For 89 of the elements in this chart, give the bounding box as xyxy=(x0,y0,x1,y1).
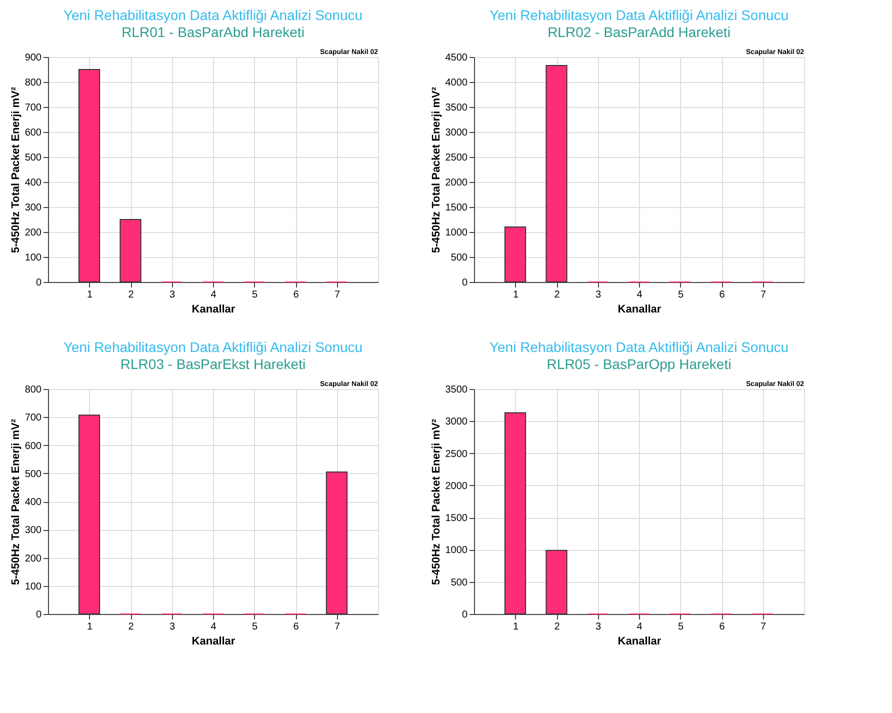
y-tick-label: 4000 xyxy=(445,78,468,88)
x-tick-label: 3 xyxy=(169,622,176,632)
y-tick-label: 200 xyxy=(24,228,42,238)
bar xyxy=(546,550,568,614)
y-tick-label: 300 xyxy=(24,202,42,214)
y-tick-label: 0 xyxy=(462,278,468,288)
y-axis-title: 5-450Hz Total Packet Enerji mV² xyxy=(430,418,442,586)
x-tick-label: 5 xyxy=(252,622,258,632)
y-tick-label: 0 xyxy=(36,278,42,288)
chart-subtitle: RLR01 - BasParAbd Hareketi xyxy=(122,24,304,40)
bar xyxy=(120,219,142,282)
x-tick-label: 6 xyxy=(719,290,726,300)
y-tick-label: 3000 xyxy=(445,128,468,138)
y-tick-label: 600 xyxy=(24,440,42,452)
y-tick-label: 500 xyxy=(450,577,468,588)
x-tick-label: 6 xyxy=(293,622,300,632)
y-tick-label: 2000 xyxy=(445,178,468,188)
y-tick-label: 1000 xyxy=(445,228,468,238)
bar xyxy=(504,226,526,282)
x-tick-label: 4 xyxy=(210,290,217,300)
y-tick-label: 1500 xyxy=(445,513,468,524)
x-tick-label: 4 xyxy=(636,290,643,300)
y-tick-label: 3500 xyxy=(445,384,468,396)
chart-title: Yeni Rehabilitasyon Data Aktifliği Analizi Sonucu xyxy=(63,339,363,355)
y-tick-label: 400 xyxy=(24,497,42,508)
y-tick-label: 100 xyxy=(24,252,42,264)
y-tick-label: 700 xyxy=(24,102,42,114)
y-tick-label: 2000 xyxy=(445,480,468,492)
x-tick-label: 2 xyxy=(128,622,134,632)
chart-title: Yeni Rehabilitasyon Data Aktifliği Analizi Sonucu xyxy=(63,7,363,23)
chart-subtitle: RLR02 - BasParAdd Hareketi xyxy=(548,24,730,40)
x-tick-label: 3 xyxy=(169,290,176,300)
bar xyxy=(326,471,348,614)
x-tick-label: 1 xyxy=(512,622,519,632)
x-axis-title: Kanallar xyxy=(192,304,236,316)
y-tick-label: 2500 xyxy=(445,152,468,164)
x-axis-title: Kanallar xyxy=(192,636,236,648)
bar xyxy=(546,65,568,282)
x-tick-label: 4 xyxy=(210,622,217,632)
x-tick-label: 6 xyxy=(719,622,726,632)
y-tick-label: 1500 xyxy=(445,202,468,214)
x-axis-title: Kanallar xyxy=(618,304,662,316)
y-tick-label: 1000 xyxy=(445,545,468,556)
y-tick-label: 800 xyxy=(24,384,42,396)
y-tick-label: 600 xyxy=(24,128,42,138)
x-tick-label: 1 xyxy=(86,290,93,300)
y-axis-title: 5-450Hz Total Packet Enerji mV² xyxy=(10,86,22,254)
x-axis-title: Kanallar xyxy=(618,636,662,648)
y-tick-label: 300 xyxy=(24,525,42,536)
y-tick-label: 3500 xyxy=(445,102,468,114)
x-tick-label: 7 xyxy=(760,290,766,300)
x-tick-label: 4 xyxy=(636,622,643,632)
x-tick-label: 1 xyxy=(512,290,519,300)
chart-subtitle: RLR03 - BasParEkst Hareketi xyxy=(120,356,306,372)
chart-title: Yeni Rehabilitasyon Data Aktifliği Analizi Sonucu xyxy=(489,339,789,355)
y-tick-label: 200 xyxy=(24,553,42,564)
bar xyxy=(78,69,100,282)
y-tick-label: 500 xyxy=(24,152,42,164)
y-axis-title: 5-450Hz Total Packet Enerji mV² xyxy=(10,418,22,586)
y-tick-label: 4500 xyxy=(445,52,468,64)
bar xyxy=(78,414,100,614)
x-tick-label: 7 xyxy=(760,622,766,632)
x-tick-label: 5 xyxy=(678,622,684,632)
bar xyxy=(504,412,526,614)
y-tick-label: 800 xyxy=(24,78,42,88)
y-tick-label: 100 xyxy=(24,581,42,592)
x-tick-label: 6 xyxy=(293,290,300,300)
y-axis-title: 5-450Hz Total Packet Enerji mV² xyxy=(430,86,442,254)
x-tick-label: 3 xyxy=(595,290,602,300)
y-tick-label: 700 xyxy=(24,412,42,424)
x-tick-label: 2 xyxy=(554,290,560,300)
y-tick-label: 0 xyxy=(462,610,468,620)
chart-title: Yeni Rehabilitasyon Data Aktifliği Analizi Sonucu xyxy=(489,7,789,23)
x-tick-label: 1 xyxy=(86,622,93,632)
x-tick-label: 2 xyxy=(128,290,134,300)
y-tick-label: 0 xyxy=(36,610,42,620)
chart-subtitle: RLR05 - BasParOpp Hareketi xyxy=(546,356,732,372)
x-tick-label: 2 xyxy=(554,622,560,632)
x-tick-label: 5 xyxy=(252,290,258,300)
x-tick-label: 7 xyxy=(334,290,340,300)
x-tick-label: 7 xyxy=(334,622,340,632)
y-tick-label: 900 xyxy=(24,52,42,64)
y-tick-label: 500 xyxy=(24,468,42,480)
y-tick-label: 3000 xyxy=(445,416,468,428)
y-tick-label: 2500 xyxy=(445,448,468,460)
y-tick-label: 500 xyxy=(450,252,468,264)
x-tick-label: 3 xyxy=(595,622,602,632)
x-tick-label: 5 xyxy=(678,290,684,300)
y-tick-label: 400 xyxy=(24,178,42,188)
